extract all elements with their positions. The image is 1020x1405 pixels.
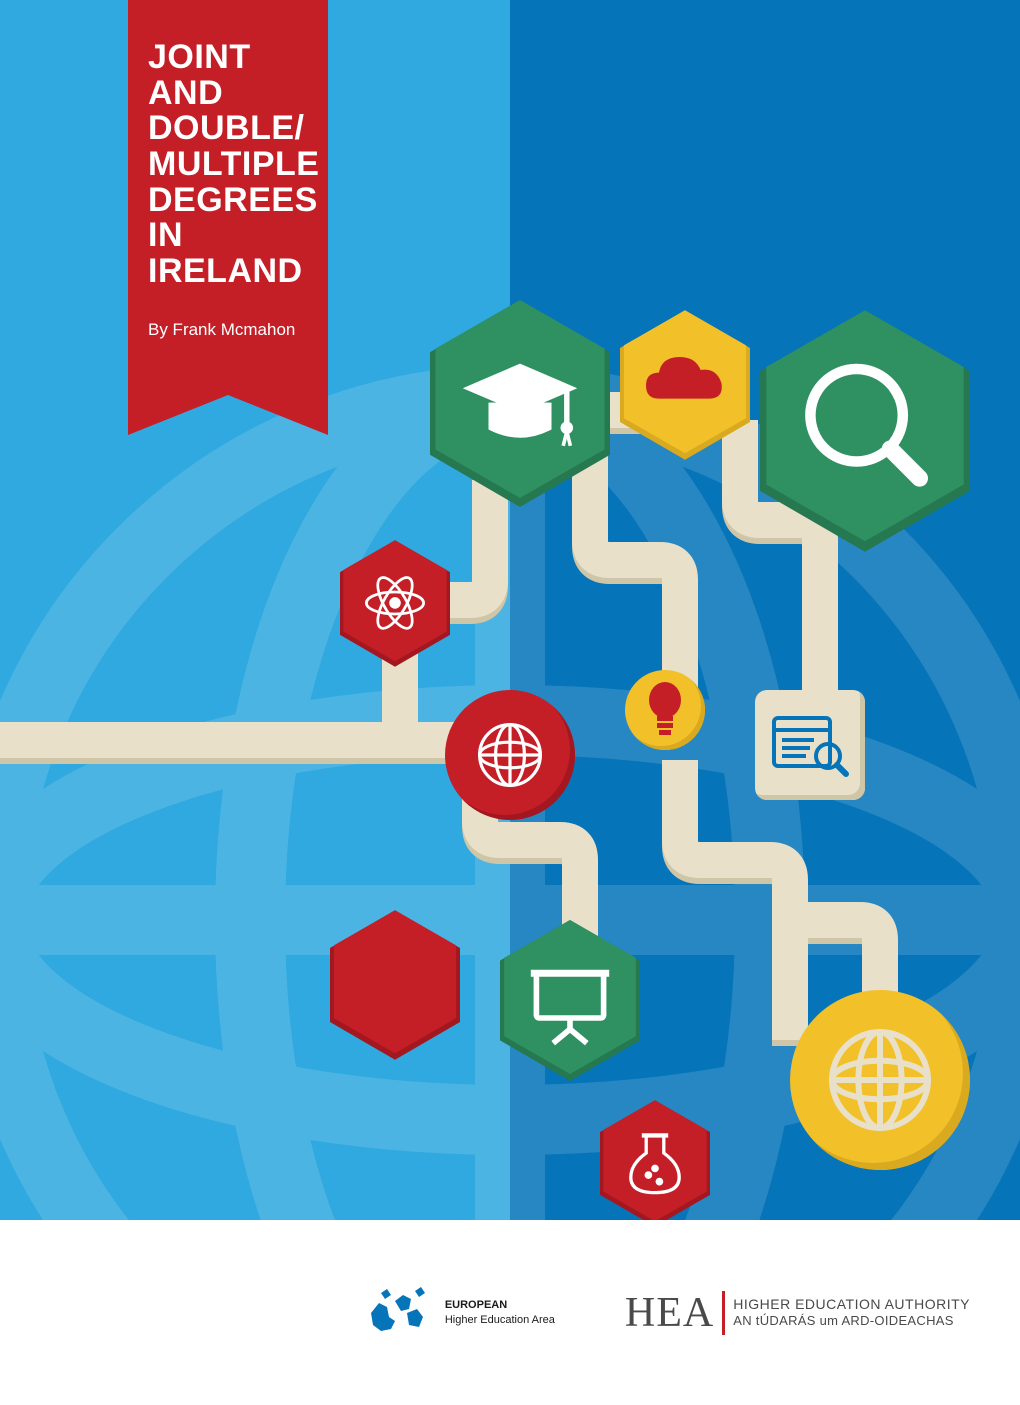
- presentation-icon: [500, 920, 640, 1081]
- cloud-icon: [620, 310, 750, 460]
- footer: EUROPEAN Higher Education Area HEA HIGHE…: [0, 1220, 1020, 1405]
- magnifier-icon: [760, 310, 970, 552]
- ehea-text: EUROPEAN Higher Education Area: [445, 1298, 555, 1327]
- hea-line2: AN tÚDARÁS um ARD-OIDEACHAS: [733, 1313, 970, 1329]
- flask-icon: [600, 1100, 710, 1227]
- bulb-icon: [625, 670, 705, 750]
- ehea-map-icon: [361, 1283, 431, 1343]
- title-ribbon: JOINT AND DOUBLE/ MULTIPLE DEGREES IN IR…: [128, 0, 328, 395]
- ehea-logo: EUROPEAN Higher Education Area: [361, 1283, 555, 1343]
- hea-divider: [722, 1291, 725, 1335]
- hea-abbr: HEA: [625, 1289, 714, 1337]
- plain-hexagon: [330, 910, 460, 1060]
- ehea-line1: EUROPEAN: [445, 1298, 555, 1312]
- page: JOINT AND DOUBLE/ MULTIPLE DEGREES IN IR…: [0, 0, 1020, 1405]
- document-title: JOINT AND DOUBLE/ MULTIPLE DEGREES IN IR…: [148, 40, 308, 290]
- hea-logo: HEA HIGHER EDUCATION AUTHORITY AN tÚDARÁ…: [625, 1289, 970, 1337]
- atom-icon: [340, 540, 450, 667]
- browser-search-icon: [755, 690, 865, 800]
- hea-text: HIGHER EDUCATION AUTHORITY AN tÚDARÁS um…: [733, 1296, 970, 1330]
- document-author: By Frank Mcmahon: [148, 320, 308, 340]
- globe-large-icon: [790, 990, 970, 1170]
- globe-icon: [445, 690, 575, 820]
- ehea-line2: Higher Education Area: [445, 1313, 555, 1327]
- grad-cap-icon: [430, 300, 610, 507]
- hea-line1: HIGHER EDUCATION AUTHORITY: [733, 1296, 970, 1314]
